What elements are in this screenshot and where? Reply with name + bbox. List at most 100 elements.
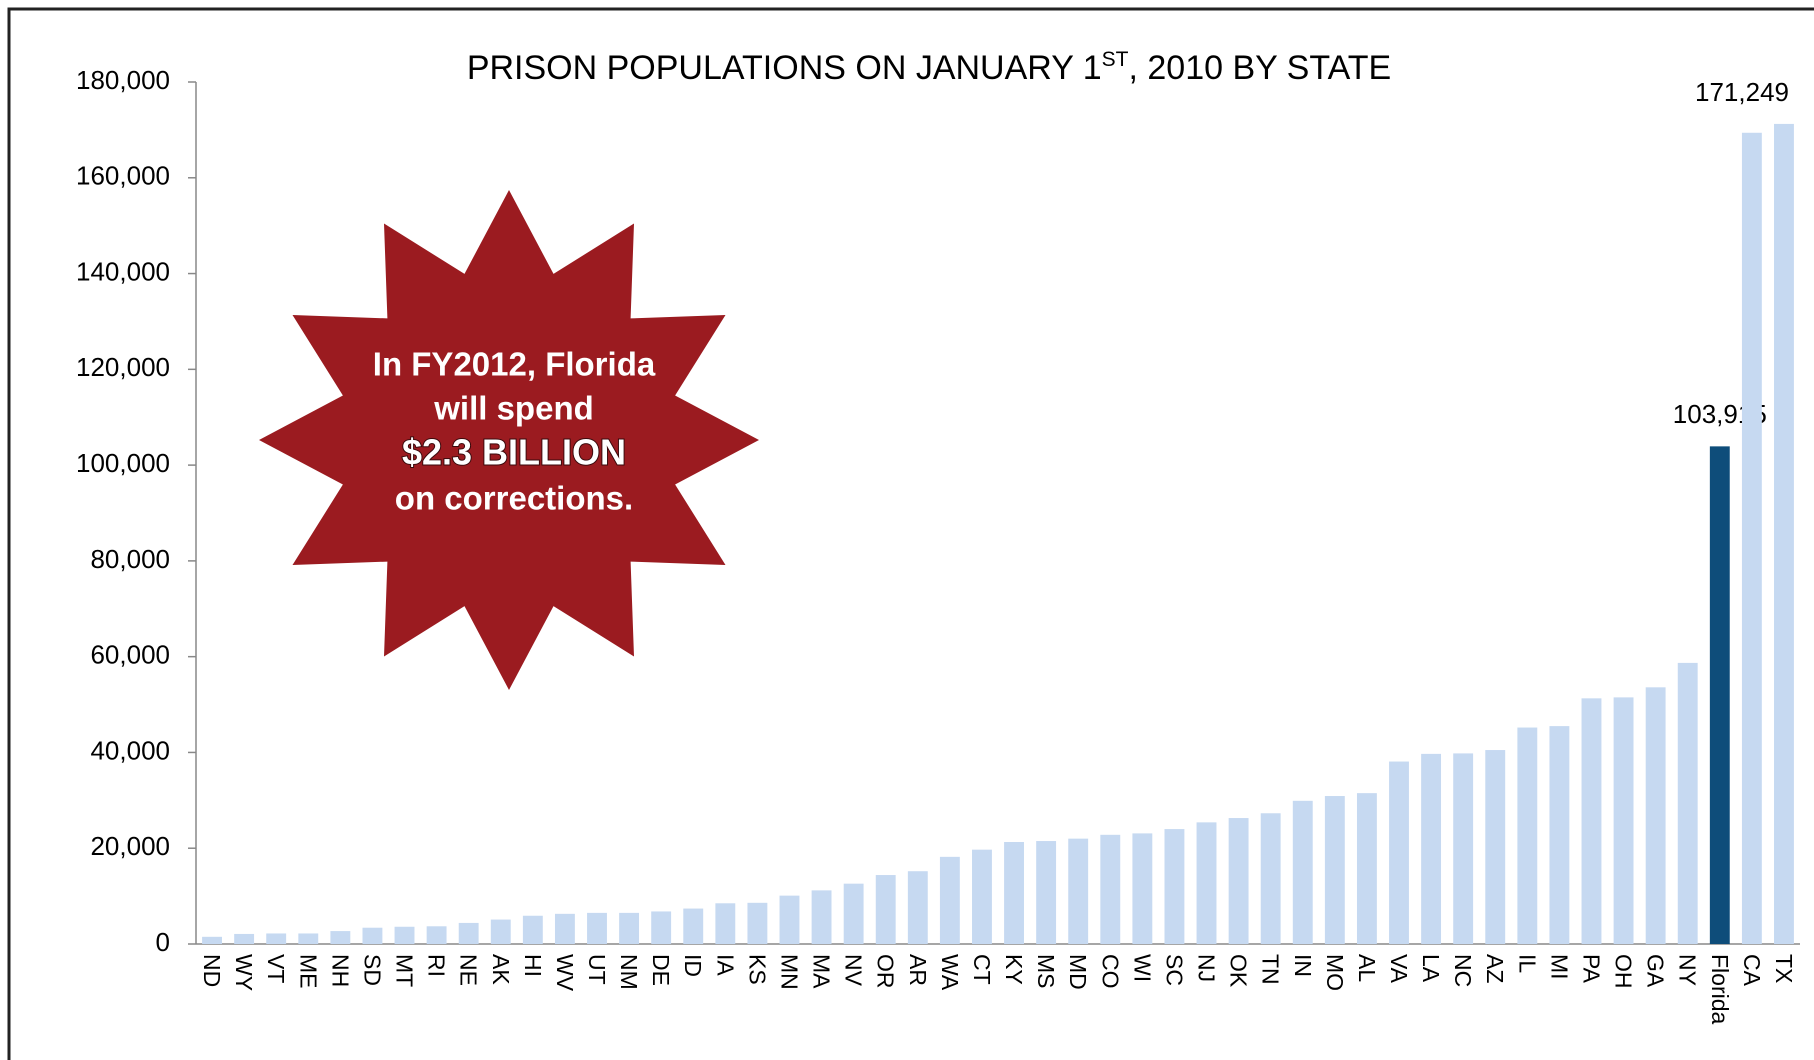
bar — [1709, 446, 1730, 944]
x-tick-label: ME — [295, 954, 321, 989]
x-tick-label: UT — [584, 954, 610, 985]
y-tick-label: 180,000 — [76, 65, 170, 95]
bar — [972, 849, 992, 944]
x-tick-label: MS — [1033, 954, 1059, 989]
bar — [426, 926, 447, 944]
bar — [1421, 753, 1442, 944]
bar — [747, 902, 768, 944]
x-tick-label: NE — [456, 954, 482, 986]
x-tick-label: TX — [1771, 954, 1797, 983]
bar — [779, 895, 800, 944]
x-tick-label: OH — [1611, 954, 1637, 989]
bar — [522, 915, 543, 944]
x-tick-label: GA — [1643, 954, 1669, 988]
bar — [811, 890, 832, 944]
x-tick-label: LA — [1418, 954, 1444, 983]
x-tick-label: HI — [520, 954, 546, 977]
bar — [330, 931, 351, 944]
x-tick-label: CT — [969, 954, 995, 985]
bar — [1389, 761, 1409, 944]
bar — [266, 933, 287, 944]
x-tick-label: MN — [776, 954, 802, 990]
x-tick-label: MI — [1546, 954, 1572, 980]
x-tick-label: VT — [263, 954, 289, 983]
bar — [1581, 698, 1602, 944]
bar — [1164, 829, 1185, 944]
annotation-line: In FY2012, Florida — [373, 346, 656, 383]
bar — [1228, 818, 1249, 944]
x-tick-label: AZ — [1482, 954, 1508, 983]
bar — [875, 875, 896, 944]
bar — [907, 871, 928, 944]
x-tick-label: VA — [1386, 954, 1412, 984]
x-tick-label: KY — [1001, 954, 1027, 985]
bar — [939, 856, 960, 944]
bar — [1292, 800, 1313, 944]
title-sup: ST — [1102, 48, 1129, 71]
bar — [362, 927, 383, 944]
bar — [1068, 838, 1089, 944]
bar — [1677, 662, 1698, 944]
bar — [554, 913, 575, 944]
y-tick-label: 80,000 — [90, 544, 170, 574]
x-tick-label: ND — [199, 954, 225, 987]
bar — [843, 883, 864, 944]
x-tick-label: SC — [1161, 954, 1187, 986]
x-tick-label: CO — [1097, 954, 1123, 989]
x-tick-label: TN — [1258, 954, 1284, 985]
x-tick-label: WY — [231, 954, 257, 991]
annotation-line: $2.3 BILLION — [402, 432, 626, 473]
x-tick-label: MD — [1065, 954, 1091, 990]
bar — [1004, 841, 1024, 944]
bar — [1517, 727, 1538, 944]
bar — [619, 912, 640, 944]
bar — [1645, 687, 1666, 944]
y-tick-label: 0 — [156, 927, 170, 957]
x-tick-label: NC — [1450, 954, 1476, 987]
annotation-line: on corrections. — [395, 480, 633, 517]
y-tick-label: 120,000 — [76, 352, 170, 382]
title-main: PRISON POPULATIONS ON JANUARY 1 — [467, 49, 1102, 87]
x-tick-label: NY — [1675, 954, 1701, 986]
x-tick-label: RI — [424, 954, 450, 977]
bar — [458, 922, 479, 944]
bar — [1774, 123, 1794, 944]
bar — [683, 908, 704, 944]
x-tick-label: CA — [1739, 954, 1765, 987]
x-tick-label: IL — [1514, 954, 1540, 973]
y-tick-label: 160,000 — [76, 161, 170, 191]
title-rest: , 2010 BY STATE — [1128, 49, 1391, 87]
bar — [1356, 793, 1377, 944]
x-tick-label: ID — [680, 954, 706, 977]
y-tick-label: 100,000 — [76, 448, 170, 478]
x-tick-label: DE — [648, 954, 674, 986]
bar — [1100, 834, 1121, 944]
bar — [1485, 750, 1506, 944]
y-tick-label: 140,000 — [76, 256, 170, 286]
x-tick-label: KS — [744, 954, 770, 985]
bar — [651, 911, 672, 944]
bar — [1741, 132, 1762, 945]
x-tick-label: OK — [1226, 954, 1252, 988]
x-tick-label: OR — [873, 954, 899, 989]
x-tick-label: AK — [488, 954, 514, 985]
bar — [1132, 833, 1153, 944]
x-tick-label: WV — [552, 954, 578, 992]
x-tick-label: IA — [712, 954, 738, 976]
bar — [298, 933, 319, 944]
starburst — [259, 190, 759, 690]
x-tick-label: NV — [841, 954, 867, 987]
y-tick-label: 40,000 — [90, 735, 170, 765]
bar — [234, 933, 255, 944]
x-tick-label: WA — [937, 954, 963, 991]
y-tick-label: 60,000 — [90, 640, 170, 670]
x-tick-label: IN — [1290, 954, 1316, 977]
y-tick-label: 20,000 — [90, 831, 170, 861]
bar — [1613, 697, 1634, 944]
x-tick-label: NM — [616, 954, 642, 990]
annotation-line: will spend — [433, 390, 594, 427]
bar — [1549, 726, 1570, 944]
bar — [1036, 841, 1057, 944]
x-tick-label: WI — [1129, 954, 1155, 982]
